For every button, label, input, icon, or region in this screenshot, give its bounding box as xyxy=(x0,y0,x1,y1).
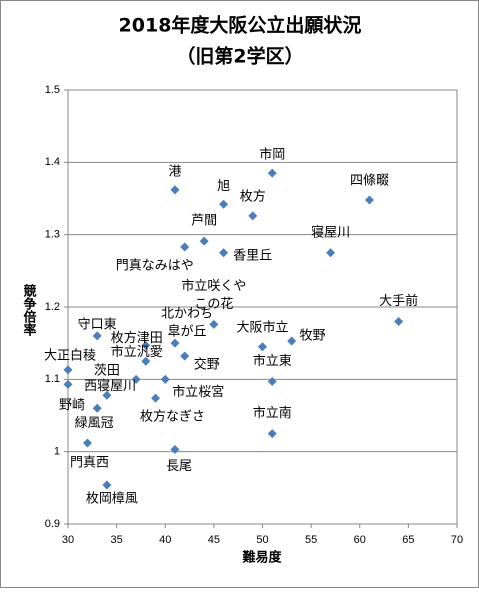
point xyxy=(267,429,277,439)
chart-title: 2018年度大阪公立出願状況 xyxy=(119,14,362,37)
point-label: 市岡 xyxy=(259,147,285,163)
point-label: 守口東 xyxy=(78,316,117,332)
point xyxy=(170,444,180,454)
point xyxy=(248,211,258,221)
point xyxy=(170,185,180,195)
point-label: 西寝屋川 xyxy=(84,378,136,394)
x-tick-label: 65 xyxy=(402,534,414,546)
point-label: 大手前 xyxy=(379,293,418,309)
point xyxy=(63,365,73,375)
x-tick-label: 55 xyxy=(305,534,317,546)
point xyxy=(326,248,336,258)
point-label: 北かわち xyxy=(161,307,213,322)
point xyxy=(92,331,102,341)
point xyxy=(170,338,180,348)
point xyxy=(141,340,151,350)
x-tick-label: 60 xyxy=(354,534,366,546)
point xyxy=(364,195,374,205)
point-label: 野崎 xyxy=(59,398,85,413)
point xyxy=(180,242,190,252)
point-label: 長尾 xyxy=(166,459,192,474)
point-label: 四條畷 xyxy=(350,173,389,188)
point xyxy=(131,374,141,384)
point xyxy=(160,374,170,384)
point-label: 門真なみはや xyxy=(116,258,194,273)
x-tick-label: 50 xyxy=(256,534,268,546)
point-label: 枚方 xyxy=(240,188,266,204)
x-axis-label: 難易度 xyxy=(242,550,282,566)
point-label: 枚岡樟風 xyxy=(86,491,138,506)
point xyxy=(287,336,297,346)
y-tick-label: 1.1 xyxy=(45,373,60,385)
point xyxy=(63,379,73,389)
point xyxy=(102,390,112,400)
point xyxy=(394,316,404,326)
point xyxy=(151,393,161,403)
point xyxy=(82,438,92,448)
y-tick-label: 0.9 xyxy=(45,518,60,530)
point xyxy=(102,480,112,490)
point xyxy=(209,319,219,329)
point xyxy=(92,403,102,413)
point-label: 皐が丘 xyxy=(167,325,206,340)
y-tick-label: 1 xyxy=(54,446,60,458)
x-tick-label: 45 xyxy=(208,534,220,546)
point-label: 寝屋川 xyxy=(311,224,350,240)
point-label: 旭 xyxy=(217,179,230,194)
point xyxy=(141,356,151,366)
point xyxy=(267,377,277,387)
y-tick-label: 1.2 xyxy=(45,301,60,313)
point-label: 緑風冠 xyxy=(75,416,114,431)
point-label: 市立南 xyxy=(253,405,292,421)
y-axis-label: 競争倍率 xyxy=(21,283,37,337)
x-tick-label: 70 xyxy=(451,534,463,546)
point xyxy=(219,248,229,258)
point-label: 市立東 xyxy=(253,353,292,369)
point-label: 市立桜宮 xyxy=(172,384,224,400)
point-label: 大正白稜 xyxy=(44,347,96,363)
point-label: 港 xyxy=(168,164,181,179)
x-tick-label: 30 xyxy=(62,534,74,546)
point-label: 交野 xyxy=(194,357,220,373)
point xyxy=(199,236,209,246)
y-tick-label: 1.5 xyxy=(45,84,60,96)
chart-subtitle: （旧第2学区） xyxy=(176,45,303,68)
point-label: 牧野 xyxy=(300,328,326,343)
point-label: 香里丘 xyxy=(233,248,272,263)
point xyxy=(219,199,229,209)
point-label: 大阪市立 xyxy=(236,319,288,335)
point-label: 芦間 xyxy=(191,214,217,229)
point xyxy=(180,351,190,361)
point-label: この花 xyxy=(194,296,233,312)
x-tick-label: 35 xyxy=(111,534,123,546)
point-label: 枚方津田 xyxy=(111,330,163,346)
point-label: 門真西 xyxy=(70,455,109,470)
y-tick-label: 1.4 xyxy=(45,156,60,168)
point-label: 市立汎愛 xyxy=(111,344,163,360)
point xyxy=(267,168,277,178)
point-label: 枚方なぎさ xyxy=(140,409,205,425)
point-label: 市立咲くや xyxy=(181,278,246,294)
point xyxy=(258,342,267,352)
x-tick-label: 40 xyxy=(159,534,171,546)
point-label: 茨田 xyxy=(94,364,120,379)
y-tick-label: 1.3 xyxy=(45,229,60,241)
